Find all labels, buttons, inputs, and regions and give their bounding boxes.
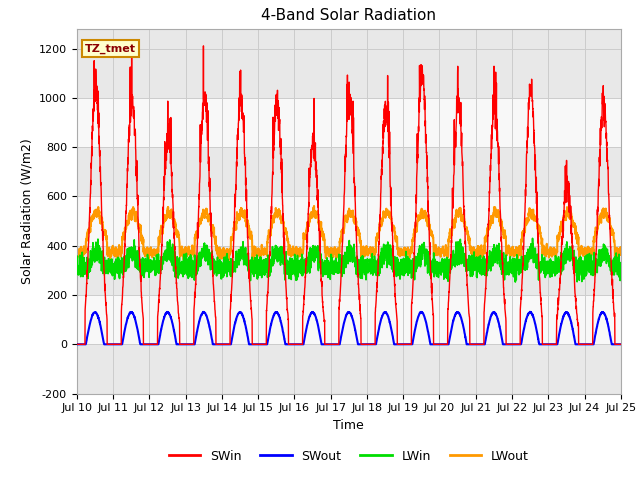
Line: SWout: SWout [77, 312, 621, 344]
SWin [493, 124, 501, 130]
Bar [77, 29, 621, 98]
SWout [138, 341, 145, 347]
SWout [617, 341, 625, 347]
Bar [77, 295, 621, 344]
SWin [200, 43, 207, 49]
LWout [225, 257, 233, 263]
LWin [529, 236, 536, 241]
Text: TZ_tmet: TZ_tmet [85, 43, 136, 54]
LWout [108, 253, 115, 259]
LWin [242, 259, 250, 265]
Line: SWin: SWin [77, 46, 621, 344]
X-axis label: Time: Time [333, 419, 364, 432]
SWin [73, 341, 81, 347]
LWout [493, 213, 501, 219]
Legend: SWin, SWout, LWin, LWout: SWin, SWout, LWin, LWout [164, 444, 534, 468]
SWin [138, 295, 145, 300]
SWout [108, 341, 115, 347]
LWin [617, 268, 625, 274]
SWin [138, 304, 146, 310]
Line: LWout: LWout [77, 206, 621, 260]
Title: 4-Band Solar Radiation: 4-Band Solar Radiation [261, 9, 436, 24]
Bar [77, 98, 621, 147]
LWout [310, 203, 318, 209]
LWin [138, 272, 145, 278]
LWout [73, 248, 81, 254]
LWout [138, 240, 146, 246]
LWin [493, 244, 500, 250]
SWout [493, 314, 500, 320]
SWout [526, 309, 534, 315]
LWin [511, 279, 519, 285]
LWin [449, 255, 456, 261]
Bar [77, 344, 621, 394]
LWout [138, 238, 145, 244]
SWin [617, 341, 625, 347]
Bar [77, 196, 621, 246]
LWin [108, 257, 115, 263]
Bar [77, 246, 621, 295]
SWout [242, 325, 250, 331]
LWout [617, 252, 625, 257]
Line: LWin: LWin [77, 239, 621, 282]
Y-axis label: Solar Radiation (W/m2): Solar Radiation (W/m2) [20, 138, 33, 284]
SWin [108, 341, 115, 347]
LWout [242, 219, 250, 225]
LWin [73, 255, 81, 261]
SWout [449, 320, 456, 326]
SWin [449, 205, 456, 211]
LWin [138, 263, 146, 268]
SWin [242, 189, 250, 195]
SWout [138, 341, 146, 347]
Bar [77, 147, 621, 196]
SWout [73, 341, 81, 347]
LWout [449, 221, 457, 227]
